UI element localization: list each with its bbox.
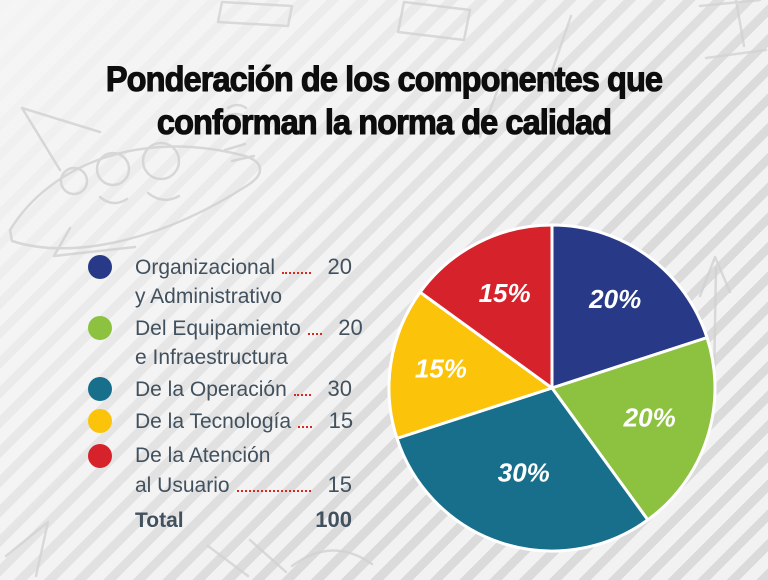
legend-label: Del Equipamiento (135, 317, 301, 340)
legend-value: 15 (328, 408, 354, 433)
pie-slice (387, 290, 554, 440)
legend-item: Total 100 (88, 505, 352, 535)
pie-slice-label: 30% (498, 458, 550, 488)
legend-label: De la Operación (135, 378, 287, 401)
legend-swatch (88, 377, 112, 401)
dotted-leader (307, 333, 322, 335)
legend-item: De la Atención al Usuario 15 (88, 441, 352, 500)
legend-value: 30 (327, 376, 352, 401)
legend-item: Del Equipamiento 20 e Infraestructura (88, 313, 363, 372)
pie-slice (395, 386, 650, 553)
legend-item: De la Tecnología 15 (88, 406, 354, 436)
page-title-line-2: conforman la norma de calidad (156, 102, 612, 142)
pie-slice (550, 223, 709, 390)
legend-swatch (88, 444, 112, 468)
legend-label: al Usuario (135, 474, 230, 497)
legend-label: e Infraestructura (135, 346, 288, 369)
pie-chart: 20% 20% 30% 15% 15% (387, 223, 717, 553)
legend-value: 100 (315, 507, 352, 532)
legend-value: 20 (327, 254, 352, 279)
legend-label: De la Atención (135, 444, 271, 467)
pie-slice-label: 20% (588, 284, 641, 314)
pie-slice (550, 336, 717, 522)
legend-item: De la Operación 30 (88, 374, 352, 404)
legend: Organizacional 20 y Administrativo Del Equi… (88, 252, 363, 537)
legend-label: De la Tecnología (135, 410, 292, 433)
legend-label: Total (135, 509, 184, 532)
legend-label: Organizacional (135, 256, 276, 279)
page-title: Ponderación de los componentes que confo… (27, 58, 741, 144)
pie-chart-container: 20% 20% 30% 15% 15% (382, 218, 722, 558)
legend-label: y Administrativo (135, 285, 283, 308)
pie-slice-label: 15% (415, 353, 467, 383)
pie-slice-label: 15% (479, 278, 531, 308)
legend-swatch (88, 255, 112, 279)
legend-swatch (88, 409, 112, 433)
legend-value: 20 (338, 315, 363, 340)
dotted-leader (282, 272, 311, 274)
dotted-leader (298, 426, 313, 428)
dotted-leader (236, 490, 311, 492)
pie-slice-label: 20% (623, 403, 676, 433)
legend-value: 15 (327, 472, 352, 497)
pie-slice (418, 223, 554, 390)
legend-swatch (88, 316, 112, 340)
dotted-leader (293, 394, 311, 396)
page-title-line-1: Ponderación de los componentes que (105, 59, 663, 99)
legend-item: Organizacional 20 y Administrativo (88, 252, 352, 311)
